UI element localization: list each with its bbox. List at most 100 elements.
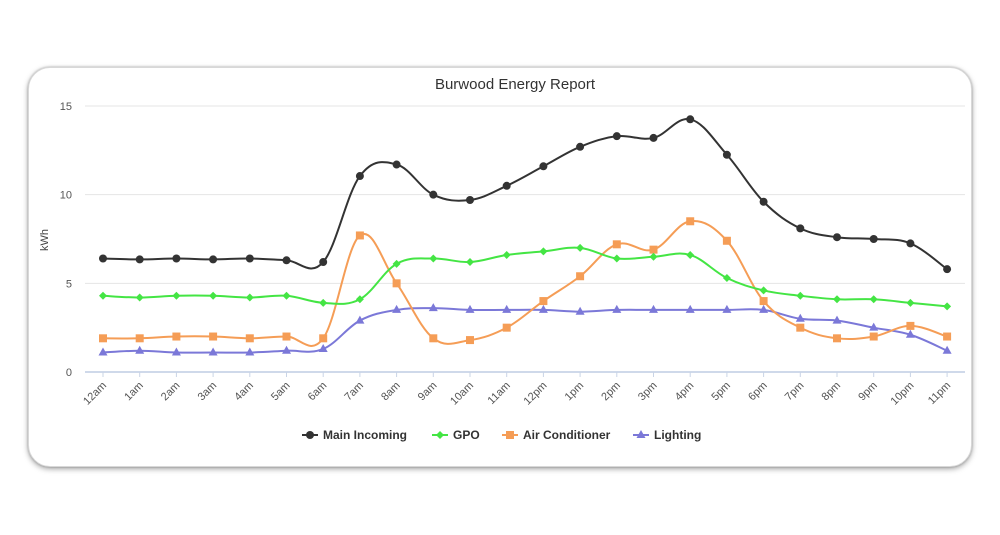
data-point: [245, 293, 254, 302]
x-tick-label: 3am: [196, 380, 220, 404]
x-tick-label: 5am: [269, 380, 293, 404]
data-point: [722, 150, 731, 159]
data-point: [832, 315, 842, 324]
series-lighting[interactable]: [98, 303, 952, 356]
data-point: [392, 304, 402, 313]
legend-item[interactable]: Main Incoming: [302, 428, 407, 442]
x-tick-label: 6am: [306, 380, 330, 404]
x-tick-label: 4pm: [673, 380, 697, 404]
data-point: [429, 334, 438, 343]
data-point: [759, 286, 768, 295]
data-point: [208, 347, 218, 356]
data-point: [282, 332, 291, 341]
data-point: [649, 304, 658, 313]
data-point: [282, 291, 291, 300]
data-point: [429, 190, 438, 199]
data-point: [686, 217, 695, 226]
data-point: [209, 255, 218, 264]
y-axis-label: kWh: [39, 229, 51, 251]
data-point: [722, 304, 732, 313]
data-point: [245, 347, 255, 356]
data-point: [171, 347, 181, 356]
data-point: [135, 334, 144, 343]
data-point: [172, 291, 181, 300]
data-point: [135, 255, 144, 264]
x-tick-label: 10pm: [889, 380, 917, 408]
data-point: [466, 258, 474, 267]
x-tick-label: 12pm: [522, 380, 550, 408]
legend[interactable]: Main Incoming GPO Air Conditioner Lighting: [302, 428, 701, 442]
data-point: [99, 334, 107, 343]
legend-label: GPO: [453, 428, 480, 442]
series-air-conditioner[interactable]: [99, 217, 952, 347]
legend-item[interactable]: Lighting: [633, 428, 701, 442]
data-point: [538, 304, 548, 313]
y-tick-label: 15: [60, 101, 72, 113]
data-point: [722, 274, 731, 283]
data-point: [245, 254, 254, 263]
data-point: [833, 233, 841, 242]
data-point: [319, 258, 328, 267]
x-tick-label: 7pm: [783, 380, 807, 404]
x-tick-label: 3pm: [636, 380, 660, 404]
data-point: [649, 252, 658, 261]
data-point: [686, 250, 695, 259]
legend-label: Main Incoming: [323, 428, 407, 442]
chart-title: Burwood Energy Report: [435, 76, 596, 93]
data-point: [172, 332, 181, 341]
x-tick-label: 2pm: [599, 380, 623, 404]
data-point: [833, 295, 841, 304]
x-tick-label: 9am: [416, 380, 440, 404]
data-point: [539, 297, 548, 306]
data-point: [319, 334, 328, 343]
series-gpo[interactable]: [99, 243, 952, 311]
data-point: [428, 303, 438, 312]
data-point: [576, 142, 585, 151]
data-point: [209, 332, 218, 341]
data-point: [502, 181, 511, 190]
x-tick-label: 10am: [448, 380, 476, 408]
x-tick-label: 8am: [379, 380, 403, 404]
data-point: [869, 322, 879, 331]
x-tick-label: 9pm: [856, 380, 880, 404]
legend-label: Air Conditioner: [523, 428, 611, 442]
data-point: [98, 347, 108, 356]
x-tick-label: 1pm: [563, 380, 587, 404]
data-point: [502, 323, 511, 332]
series-lines: [98, 115, 952, 356]
data-point: [502, 304, 512, 313]
x-tick-label: 8pm: [819, 380, 843, 404]
y-tick-label: 10: [60, 190, 72, 202]
legend-item[interactable]: Air Conditioner: [502, 428, 611, 442]
data-point: [466, 195, 474, 204]
data-point: [612, 132, 621, 141]
data-point: [576, 243, 585, 252]
series-line: [102, 118, 948, 270]
data-point: [906, 298, 915, 307]
data-point: [759, 297, 768, 306]
data-point: [943, 302, 952, 311]
data-point: [245, 334, 254, 343]
data-point: [905, 329, 915, 338]
legend-item[interactable]: GPO: [432, 428, 480, 442]
data-point: [943, 265, 952, 274]
data-point: [392, 259, 401, 268]
data-point: [869, 295, 878, 304]
data-point: [685, 304, 695, 313]
data-point: [612, 304, 622, 313]
x-tick-label: 6pm: [746, 380, 770, 404]
data-point: [649, 133, 658, 142]
series-main-incoming[interactable]: [99, 115, 952, 274]
data-point: [135, 345, 145, 354]
x-tick-label: 11am: [485, 380, 512, 407]
data-point: [906, 321, 915, 330]
data-point: [135, 293, 144, 302]
x-tick-label: 4am: [232, 380, 256, 404]
data-point: [869, 332, 878, 341]
legend-label: Lighting: [654, 428, 701, 442]
data-point: [392, 279, 401, 288]
data-point: [796, 291, 805, 300]
data-point: [612, 240, 621, 249]
data-point: [539, 247, 548, 256]
